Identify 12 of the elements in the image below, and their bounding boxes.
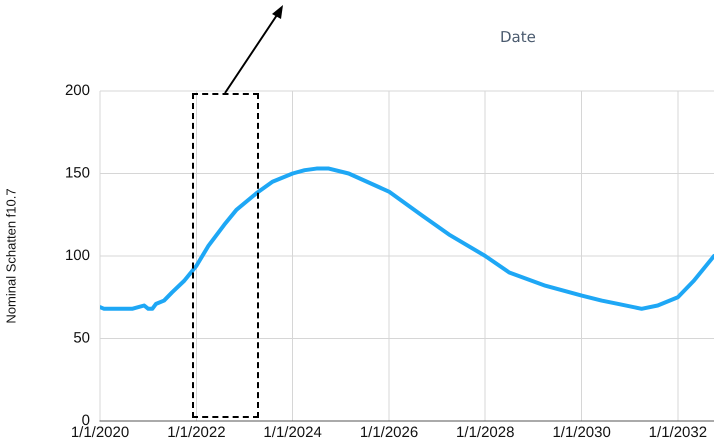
x-tick-label: 1/1/2024 xyxy=(263,424,322,442)
y-tick-label: 150 xyxy=(64,164,90,182)
y-axis-title: Nominal Schatten f10.7 xyxy=(3,188,18,324)
x-axis-title: Date xyxy=(500,28,536,46)
x-tick-label: 1/1/2026 xyxy=(360,424,418,442)
x-tick-label: 1/1/2022 xyxy=(167,424,226,442)
x-tick-label: 1/1/2030 xyxy=(552,424,611,442)
x-tick-label: 1/1/2028 xyxy=(456,424,514,442)
y-tick-label: 200 xyxy=(64,82,90,100)
x-tick-label: 1/1/2032 xyxy=(648,424,708,442)
y-tick-label: 50 xyxy=(73,330,90,347)
y-tick-label: 100 xyxy=(64,247,90,264)
